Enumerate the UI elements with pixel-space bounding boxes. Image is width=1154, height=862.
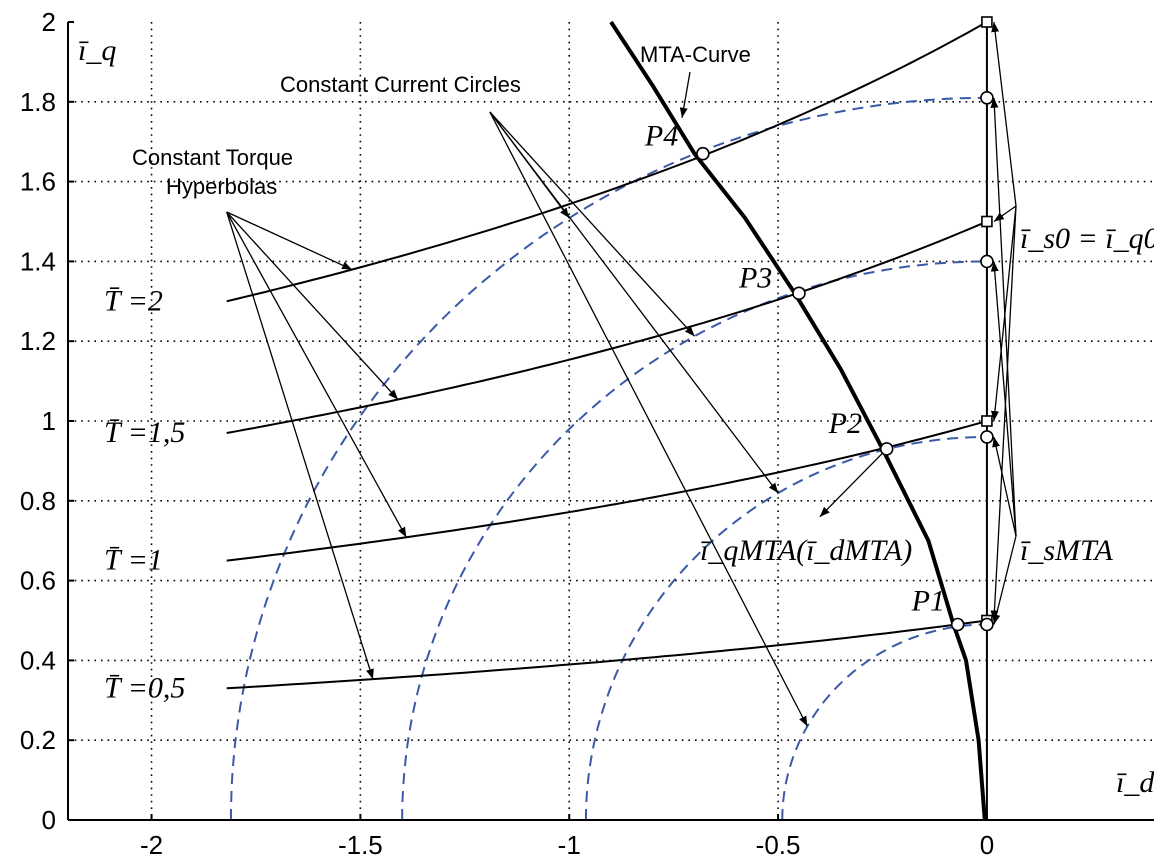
torque-value-label: T̄ =1,5	[104, 416, 185, 449]
x-tick-label: -2	[140, 830, 163, 860]
isMTA-arrow	[992, 535, 1017, 625]
isMTA-arrow	[992, 436, 1017, 537]
x-tick-label: -1.5	[338, 830, 383, 860]
is0-arrow	[990, 205, 1017, 621]
point-label: P4	[644, 120, 678, 153]
current-circles-label: Constant Current Circles	[280, 72, 521, 97]
y-tick-label: 0.4	[20, 645, 56, 675]
mta-curve-group	[609, 20, 987, 821]
torque-arrow	[226, 211, 374, 680]
axes: -2 -1.5 -1 -0.5 0 0 0.2 0.4 0.6 0.8 1 1.2 1.4 1.6 1.8 2	[20, 7, 1154, 860]
mta-curve	[609, 20, 987, 821]
iqmta-arrow	[819, 448, 888, 518]
torque-value-label: T̄ =2	[104, 284, 163, 317]
torque-hyperbola-1	[226, 619, 988, 690]
isMTA-label: ī_sMTA	[1020, 534, 1113, 567]
iqMTA-label: ī_qMTA(ī_dMTA)	[700, 534, 912, 567]
y-tick-label: 1.2	[20, 326, 56, 356]
torque-arrow	[226, 211, 407, 538]
mta-point-marker	[792, 286, 806, 301]
isMTA-marker	[980, 617, 994, 632]
mta-point-marker	[696, 146, 710, 161]
y-tick-label: 1.4	[20, 246, 56, 276]
torque-hyperbola-2	[226, 420, 988, 562]
mta-curve-label: MTA-Curve	[640, 42, 751, 67]
mta-arrow	[679, 71, 691, 118]
point-label: P2	[828, 407, 862, 440]
torque-arrow	[226, 211, 353, 271]
current-circle-1	[781, 623, 987, 820]
mta-point-marker	[879, 442, 894, 456]
point-label: P3	[738, 261, 772, 294]
current-circles	[229, 96, 987, 821]
y-tick-label: 1.8	[20, 87, 56, 117]
point-label: P1	[911, 584, 945, 617]
circle-arrow	[489, 111, 696, 337]
torque-hyperbolas	[226, 21, 988, 690]
is0-marker	[981, 415, 993, 427]
isMTA-marker	[980, 91, 994, 105]
y-tick-label: 0	[42, 805, 56, 835]
markers	[696, 16, 994, 632]
y-tick-label: 2	[42, 7, 56, 37]
x-tick-label: -0.5	[756, 830, 801, 860]
x-tick-label: -1	[558, 830, 581, 860]
annotation-arrows	[226, 21, 1017, 727]
ylabel-symbol: ī_q	[78, 34, 116, 67]
torque-value-label: T̄ =0,5	[104, 671, 185, 704]
is0-marker	[981, 215, 993, 228]
y-tick-label: 1.6	[20, 167, 56, 197]
isMTA-marker	[980, 254, 994, 269]
labels: MTA-Curve Constant Current Circles Constan…	[78, 34, 1154, 799]
current-circle-4	[229, 96, 987, 821]
torque-hyperbola-3	[226, 220, 988, 434]
x-tick-label: 0	[980, 830, 994, 860]
y-tick-label: 1	[42, 406, 56, 436]
y-tick-label: 0.8	[20, 486, 56, 516]
isMTA-marker	[980, 430, 994, 444]
y-tick-label: 0.6	[20, 566, 56, 596]
is0-arrow	[993, 205, 1017, 223]
isMTA-arrow	[990, 261, 1017, 537]
grid	[68, 22, 1154, 820]
torque-label-line1: Constant Torque	[132, 145, 293, 170]
torque-value-label: T̄ =1	[104, 544, 163, 577]
xlabel-symbol: ī_d	[1116, 766, 1154, 799]
torque-label-line2: Hyperbolas	[166, 174, 277, 199]
torque-arrow	[226, 211, 399, 400]
is0-marker	[981, 16, 993, 28]
circle-arrow	[489, 111, 779, 494]
is0-arrow	[991, 21, 1017, 207]
is0-label: ī_s0 = ī_q0	[1020, 222, 1154, 255]
circle-arrow	[489, 111, 808, 727]
mta-point-marker	[950, 617, 965, 632]
y-tick-label: 0.2	[20, 725, 56, 755]
isMTA-arrow	[990, 97, 1017, 537]
torque-hyperbola-4	[226, 21, 988, 303]
